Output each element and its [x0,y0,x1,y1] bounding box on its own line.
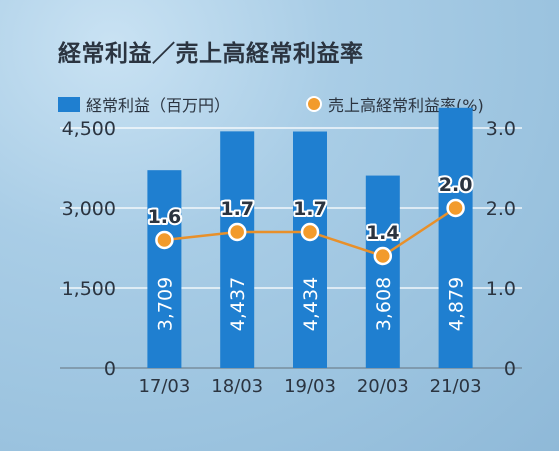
bar-value-label: 3,608 [373,277,395,331]
line-value-label: 1.7 [293,198,327,220]
line-value-label: 1.4 [366,222,400,244]
x-tick-label: 20/03 [357,376,409,397]
legend-marker-swatch [306,96,322,112]
x-tick-label: 19/03 [284,376,336,397]
bar [438,107,473,368]
bar [220,131,255,368]
x-tick-label: 21/03 [430,376,482,397]
y-left-tick-label: 0 [104,358,116,380]
y-left-tick-label: 1,500 [62,278,116,300]
bar-value-label: 3,709 [154,277,176,331]
y-right-tick-label: 3.0 [486,118,516,140]
y-right-tick-label: 1.0 [486,278,516,300]
line-point [446,198,465,218]
legend-item-bar: 経常利益（百万円） [58,92,230,116]
x-tick-label: 17/03 [138,376,190,397]
bar [147,170,182,368]
line-value-label: 2.0 [439,174,473,196]
line-point [227,222,247,242]
bar-value-label: 4,879 [446,277,468,331]
legend-bar-swatch [58,96,80,112]
chart-title: 経常利益／売上高経常利益率 [58,41,364,67]
bar-value-label: 4,434 [300,277,322,331]
line-point [155,230,174,250]
y-left-tick-label: 4,500 [62,118,116,140]
line-value-label: 1.7 [220,198,254,220]
line-point [300,222,320,242]
legend-label-bar: 経常利益（百万円） [86,96,231,115]
line-point [373,246,393,266]
bar [365,175,400,368]
x-tick-label: 18/03 [211,376,263,397]
y-left-tick-label: 3,000 [62,198,116,220]
bar [293,131,327,368]
bar-value-label: 4,437 [227,277,249,331]
y-right-tick-label: 0 [504,358,516,380]
y-right-tick-label: 2.0 [486,198,516,220]
line-value-label: 1.6 [148,206,182,228]
